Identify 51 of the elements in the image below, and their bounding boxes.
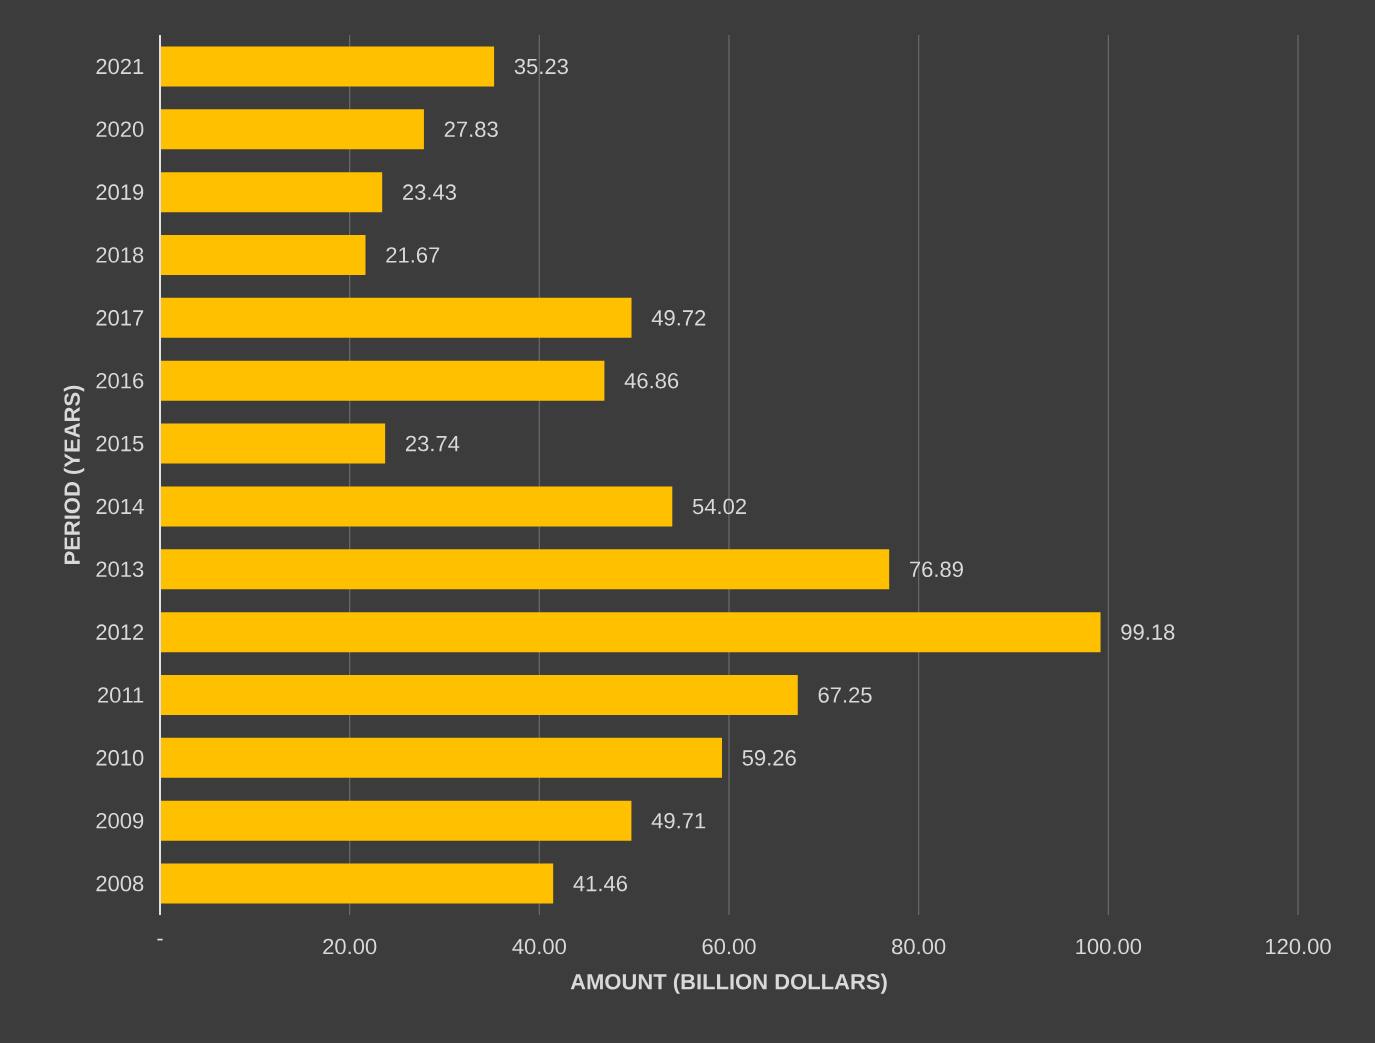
y-tick-label: 2008 [96, 875, 144, 892]
x-tick-label: 80.00 [892, 938, 946, 955]
data-label: 41.46 [573, 875, 627, 892]
bar [160, 234, 366, 275]
bar [160, 46, 495, 87]
bar [160, 360, 605, 401]
bar [160, 863, 554, 904]
data-label: 67.25 [818, 687, 872, 703]
bar [160, 737, 722, 778]
x-axis-title: AMOUNT (BILLION DOLLARS) [570, 973, 887, 994]
data-label: 27.83 [444, 121, 498, 138]
data-label: 23.74 [405, 435, 460, 452]
data-label: 35.23 [514, 58, 568, 75]
data-label: 54.02 [692, 498, 746, 515]
y-tick-label: 2017 [96, 310, 144, 326]
y-tick-label: 2010 [96, 750, 144, 766]
x-tick-label: 20.00 [323, 938, 377, 955]
bar [160, 109, 424, 150]
data-label: 49.72 [651, 310, 706, 326]
data-label: 59.26 [742, 750, 796, 766]
y-tick-label: 2016 [96, 372, 144, 389]
data-label: 21.67 [386, 247, 440, 263]
data-label: 46.86 [624, 372, 679, 389]
x-tick-label: 60.00 [702, 938, 756, 955]
x-tick-label: 40.00 [512, 938, 566, 955]
bar [160, 800, 632, 841]
y-tick-label: 2018 [96, 247, 144, 263]
x-tick-label: - [157, 938, 163, 941]
bar [160, 172, 383, 213]
bar [160, 549, 890, 590]
bar [160, 297, 632, 338]
data-label: 76.89 [910, 561, 963, 578]
y-tick-label: 2020 [96, 121, 144, 138]
y-tick-label: 2012 [96, 624, 144, 640]
y-tick-label: 2019 [96, 184, 144, 200]
bar [160, 486, 673, 527]
y-tick-label: 2009 [96, 812, 144, 829]
y-tick-label: 2011 [98, 687, 144, 703]
x-tick-label: 120.00 [1266, 938, 1331, 955]
y-tick-label: 2013 [96, 561, 144, 578]
data-label: 99.18 [1121, 624, 1175, 640]
bar [160, 423, 386, 464]
data-label: 23.43 [403, 184, 457, 200]
y-tick-label: 2021 [96, 58, 144, 75]
y-tick-label: 2015 [96, 435, 144, 452]
x-tick-label: 100.00 [1076, 938, 1142, 955]
y-tick-label: 2014 [96, 498, 144, 515]
y-axis-title: PERIOD (YEARS) [63, 385, 85, 564]
data-label: 49.71 [651, 812, 706, 829]
bar [160, 612, 1101, 653]
bar [160, 675, 798, 715]
